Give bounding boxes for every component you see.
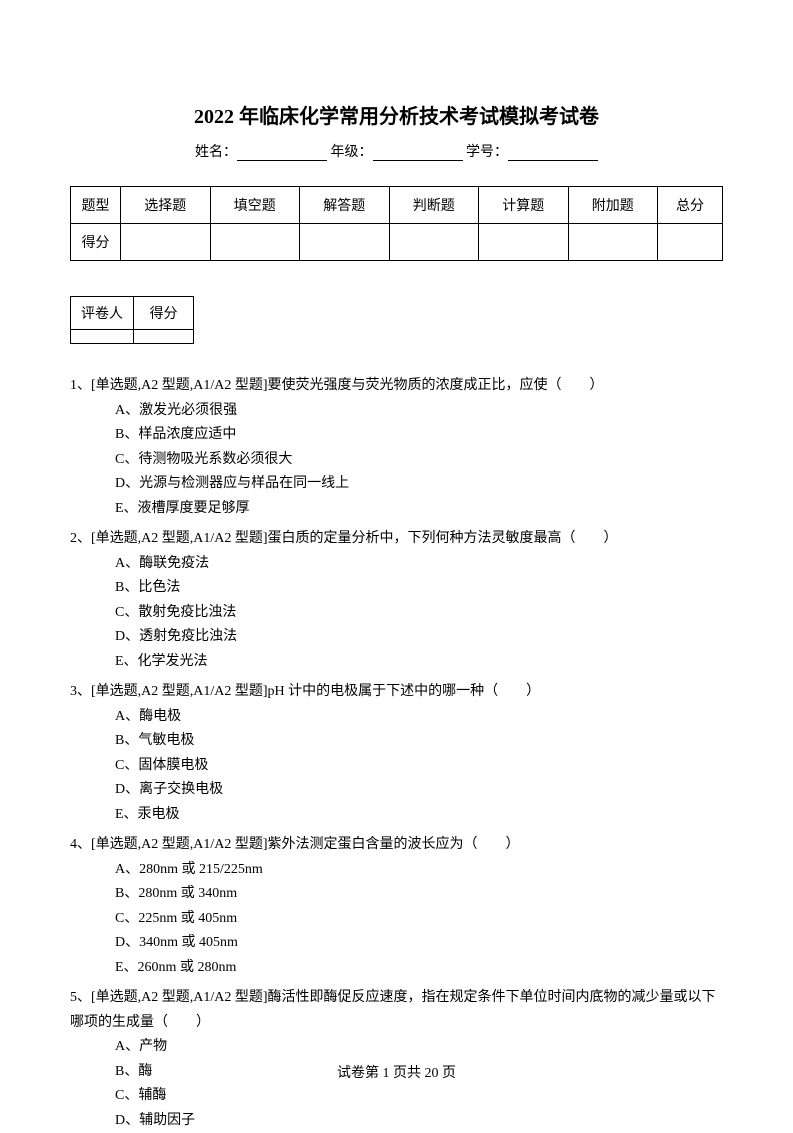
question-text: 2、[单选题,A2 型题,A1/A2 型题]蛋白质的定量分析中，下列何种方法灵敏… bbox=[70, 527, 723, 552]
col-header: 计算题 bbox=[479, 187, 569, 224]
option[interactable]: D、辅助因子 bbox=[115, 1109, 723, 1133]
options-group: A、产物B、酶C、辅酶D、辅助因子 bbox=[70, 1035, 723, 1133]
col-header: 判断题 bbox=[389, 187, 479, 224]
question-text: 3、[单选题,A2 型题,A1/A2 型题]pH 计中的电极属于下述中的哪一种（… bbox=[70, 680, 723, 705]
question: 1、[单选题,A2 型题,A1/A2 型题]要使荧光强度与荧光物质的浓度成正比，… bbox=[70, 374, 723, 521]
question-text: 5、[单选题,A2 型题,A1/A2 型题]酶活性即酶促反应速度，指在规定条件下… bbox=[70, 986, 723, 1035]
score-cell[interactable] bbox=[300, 224, 390, 261]
score-label: 得分 bbox=[71, 224, 121, 261]
grader-table: 评卷人 得分 bbox=[70, 296, 194, 344]
score-cell[interactable] bbox=[658, 224, 723, 261]
grader-label: 评卷人 bbox=[71, 297, 134, 330]
score-cell[interactable] bbox=[389, 224, 479, 261]
grader-score-label: 得分 bbox=[134, 297, 194, 330]
table-row: 评卷人 得分 bbox=[71, 297, 194, 330]
options-group: A、280nm 或 215/225nmB、280nm 或 340nmC、225n… bbox=[70, 858, 723, 981]
options-group: A、酶联免疫法B、比色法C、散射免疫比浊法D、透射免疫比浊法E、化学发光法 bbox=[70, 552, 723, 675]
question-text: 1、[单选题,A2 型题,A1/A2 型题]要使荧光强度与荧光物质的浓度成正比，… bbox=[70, 374, 723, 399]
option[interactable]: D、透射免疫比浊法 bbox=[115, 625, 723, 650]
option[interactable]: B、气敏电极 bbox=[115, 729, 723, 754]
option[interactable]: E、液槽厚度要足够厚 bbox=[115, 497, 723, 522]
question-text: 4、[单选题,A2 型题,A1/A2 型题]紫外法测定蛋白含量的波长应为（ ） bbox=[70, 833, 723, 858]
option[interactable]: D、340nm 或 405nm bbox=[115, 931, 723, 956]
option[interactable]: B、比色法 bbox=[115, 576, 723, 601]
option[interactable]: D、离子交换电极 bbox=[115, 778, 723, 803]
col-header: 解答题 bbox=[300, 187, 390, 224]
option[interactable]: E、260nm 或 280nm bbox=[115, 956, 723, 981]
student-info-line: 姓名： 年级： 学号： bbox=[70, 141, 723, 161]
options-group: A、酶电极B、气敏电极C、固体膜电极D、离子交换电极E、汞电极 bbox=[70, 705, 723, 828]
option[interactable]: A、280nm 或 215/225nm bbox=[115, 858, 723, 883]
option[interactable]: C、辅酶 bbox=[115, 1084, 723, 1109]
option[interactable]: A、酶联免疫法 bbox=[115, 552, 723, 577]
option[interactable]: B、280nm 或 340nm bbox=[115, 882, 723, 907]
grade-label: 年级： bbox=[331, 145, 373, 160]
score-cell[interactable] bbox=[568, 224, 658, 261]
page-footer: 试卷第 1 页共 20 页 bbox=[0, 1062, 793, 1082]
option[interactable]: E、化学发光法 bbox=[115, 650, 723, 675]
type-label: 题型 bbox=[71, 187, 121, 224]
grader-score-cell[interactable] bbox=[134, 330, 194, 344]
option[interactable]: D、光源与检测器应与样品在同一线上 bbox=[115, 472, 723, 497]
table-row bbox=[71, 330, 194, 344]
score-cell[interactable] bbox=[479, 224, 569, 261]
score-cell[interactable] bbox=[121, 224, 211, 261]
name-label: 姓名： bbox=[195, 145, 237, 160]
option[interactable]: A、酶电极 bbox=[115, 705, 723, 730]
score-cell[interactable] bbox=[210, 224, 300, 261]
col-header: 选择题 bbox=[121, 187, 211, 224]
question: 2、[单选题,A2 型题,A1/A2 型题]蛋白质的定量分析中，下列何种方法灵敏… bbox=[70, 527, 723, 674]
option[interactable]: C、固体膜电极 bbox=[115, 754, 723, 779]
exam-title: 2022 年临床化学常用分析技术考试模拟考试卷 bbox=[70, 100, 723, 129]
grader-cell[interactable] bbox=[71, 330, 134, 344]
options-group: A、激发光必须很强B、样品浓度应适中C、待测物吸光系数必须很大D、光源与检测器应… bbox=[70, 399, 723, 522]
col-header: 附加题 bbox=[568, 187, 658, 224]
option[interactable]: C、待测物吸光系数必须很大 bbox=[115, 448, 723, 473]
id-label: 学号： bbox=[466, 145, 508, 160]
col-header: 总分 bbox=[658, 187, 723, 224]
grade-blank[interactable] bbox=[373, 145, 463, 161]
table-row-score: 得分 bbox=[71, 224, 723, 261]
option[interactable]: C、散射免疫比浊法 bbox=[115, 601, 723, 626]
id-blank[interactable] bbox=[508, 145, 598, 161]
option[interactable]: A、激发光必须很强 bbox=[115, 399, 723, 424]
question: 3、[单选题,A2 型题,A1/A2 型题]pH 计中的电极属于下述中的哪一种（… bbox=[70, 680, 723, 827]
table-row-header: 题型 选择题 填空题 解答题 判断题 计算题 附加题 总分 bbox=[71, 187, 723, 224]
question: 5、[单选题,A2 型题,A1/A2 型题]酶活性即酶促反应速度，指在规定条件下… bbox=[70, 986, 723, 1133]
col-header: 填空题 bbox=[210, 187, 300, 224]
question: 4、[单选题,A2 型题,A1/A2 型题]紫外法测定蛋白含量的波长应为（ ）A… bbox=[70, 833, 723, 980]
score-table: 题型 选择题 填空题 解答题 判断题 计算题 附加题 总分 得分 bbox=[70, 186, 723, 261]
name-blank[interactable] bbox=[237, 145, 327, 161]
option[interactable]: B、样品浓度应适中 bbox=[115, 423, 723, 448]
option[interactable]: A、产物 bbox=[115, 1035, 723, 1060]
option[interactable]: C、225nm 或 405nm bbox=[115, 907, 723, 932]
option[interactable]: E、汞电极 bbox=[115, 803, 723, 828]
